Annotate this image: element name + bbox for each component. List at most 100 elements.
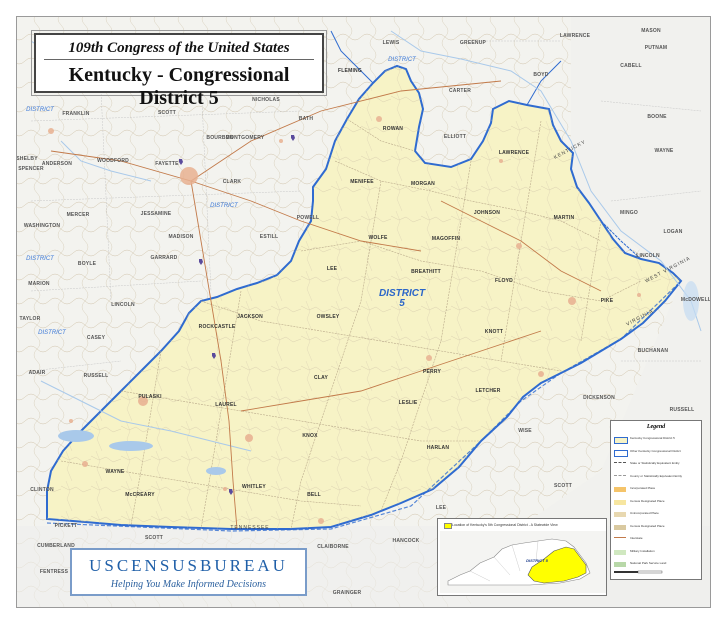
county-label-outside: SPENCER: [18, 166, 44, 172]
legend-item-label: Incorporated Place: [630, 486, 656, 490]
legend-item-label: State or Statistically Equivalent Entity: [630, 461, 680, 465]
legend-item: National Park Service Land: [614, 560, 700, 569]
inset-caption: Location of Kentucky's 5th Congressional…: [452, 523, 558, 527]
county-label-outside: FAYETTE: [155, 161, 179, 167]
legend-item: Census Designated Place: [614, 523, 700, 532]
legend-item: Census Designated Place: [614, 498, 700, 507]
other-district-label: DISTRICT: [38, 330, 66, 336]
legend-item-label: National Park Service Land: [630, 561, 667, 565]
other-district-label: DISTRICT: [388, 57, 416, 63]
highways: [50, 80, 602, 530]
county-label-outside: SHELBY: [16, 156, 38, 162]
legend-item-label: Interstate: [630, 536, 643, 540]
county-label-outside: ELLIOTT: [443, 134, 467, 140]
legend-item-label: Census Designated Place: [630, 498, 665, 503]
county-label: CLAY: [314, 375, 328, 381]
county-label-outside: SCOTT: [554, 483, 572, 489]
kentucky-locator-map: [440, 531, 606, 593]
county-label-outside: BOYD: [533, 72, 549, 78]
county-label: BELL: [307, 492, 321, 498]
legend-item-label: Unincorporated Place: [630, 511, 659, 515]
legend-item: State or Statistically Equivalent Entity: [614, 460, 700, 469]
county-label: LESLIE: [398, 400, 418, 406]
legend-item: Other Kentucky Congressional District: [614, 448, 700, 457]
county-label: LEE: [326, 266, 338, 272]
county-label: HARLAN: [426, 445, 450, 451]
county-label-outside: LAWRENCE: [559, 33, 591, 39]
legend-item: Military Installation: [614, 548, 700, 557]
county-label: ROWAN: [382, 126, 404, 132]
county-label-outside: LOGAN: [663, 229, 683, 235]
county-label-outside: RUSSELL: [669, 407, 695, 413]
county-label-outside: FRANKLIN: [62, 111, 90, 117]
census-bureau-logo: USCENSUSBUREAU: [89, 556, 288, 575]
legend-swatch: [614, 499, 626, 505]
county-label-outside: MARION: [28, 281, 50, 287]
other-district-label: DISTRICT: [210, 203, 238, 209]
legend-swatch: [614, 474, 626, 476]
county-label: WOLFE: [368, 235, 388, 241]
inset-district-label: DISTRICT 5: [526, 558, 548, 563]
census-logo-box: USCENSUSBUREAU Helping You Make Informed…: [70, 548, 307, 596]
county-label-outside: LEE: [435, 505, 447, 511]
county-label: FLEMING: [338, 68, 362, 74]
legend-swatch: [614, 487, 626, 492]
title-box: 109th Congress of the United States Kent…: [31, 30, 327, 109]
county-label: WHITLEY: [242, 484, 266, 490]
legend-swatch: [614, 437, 628, 444]
legend-swatch: [614, 512, 626, 517]
legend-swatch: [614, 537, 626, 538]
legend-swatch: [614, 462, 626, 463]
legend-swatch: [614, 549, 626, 555]
legend-swatch: [614, 562, 626, 567]
county-label-outside: MONTGOMERY: [225, 135, 265, 141]
county-label: BREATHITT: [411, 269, 441, 275]
county-label-outside: PICKETT: [54, 523, 78, 529]
county-label-outside: POWELL: [296, 215, 320, 221]
county-label-outside: SCOTT: [145, 535, 163, 541]
county-label-outside: WAYNE: [654, 148, 674, 154]
interstate-shields: [179, 135, 295, 495]
county-label-outside: GRAINGER: [332, 590, 362, 596]
county-label-outside: CABELL: [620, 63, 642, 69]
county-label-outside: PUTNAM: [644, 45, 668, 51]
county-label: OWSLEY: [316, 314, 340, 320]
district-label-text: DISTRICT: [378, 288, 426, 299]
county-label-outside: WISE: [518, 428, 532, 434]
district-number: 5: [399, 298, 405, 309]
county-label: KNOX: [302, 433, 318, 439]
legend-item-label: Census Designated Place: [630, 523, 665, 528]
legend-swatch: [614, 449, 628, 457]
county-label-outside: MINGO: [620, 210, 638, 216]
county-label-outside: MASON: [641, 28, 661, 34]
congress-title: 109th Congress of the United States: [68, 40, 290, 56]
county-label: LAWRENCE: [498, 150, 530, 156]
county-label-outside: LINCOLN: [111, 302, 135, 308]
legend-item-label: Military Installation: [630, 548, 655, 553]
county-label-outside: CLINTON: [30, 487, 54, 493]
county-label-outside: CLAIBORNE: [317, 544, 349, 550]
county-label-outside: NICHOLAS: [252, 97, 280, 103]
legend-item-label: County or Statistically Equivalent Entit…: [630, 473, 683, 478]
county-label-outside: CASEY: [86, 335, 106, 341]
county-label-outside: GREENUP: [459, 40, 487, 46]
county-label-outside: WOODFORD: [97, 158, 129, 164]
legend-item-label: Other Kentucky Congressional District: [630, 448, 681, 453]
county-label: MAGOFFIN: [431, 236, 461, 242]
county-label-outside: LEWIS: [382, 40, 400, 46]
census-tagline: Helping You Make Informed Decisions: [110, 579, 267, 590]
legend-title: Legend: [646, 424, 666, 430]
county-label: PULASKI: [138, 394, 162, 400]
county-label: PERRY: [422, 369, 442, 375]
county-label: MARTIN: [553, 215, 575, 221]
state-label-tennessee: TENNESSEE: [230, 525, 270, 531]
county-label-outside: CUMBERLAND: [37, 543, 75, 549]
county-label-outside: JESSAMINE: [140, 211, 172, 217]
title-divider: [44, 59, 314, 60]
places: [48, 116, 641, 524]
county-label-outside: RUSSELL: [83, 373, 109, 379]
county-label-outside: ESTILL: [259, 234, 279, 240]
legend: Legend Kentucky Congressional District 5…: [610, 420, 702, 580]
county-label: LAUREL: [215, 402, 237, 408]
county-label-outside: MERCER: [66, 212, 90, 218]
